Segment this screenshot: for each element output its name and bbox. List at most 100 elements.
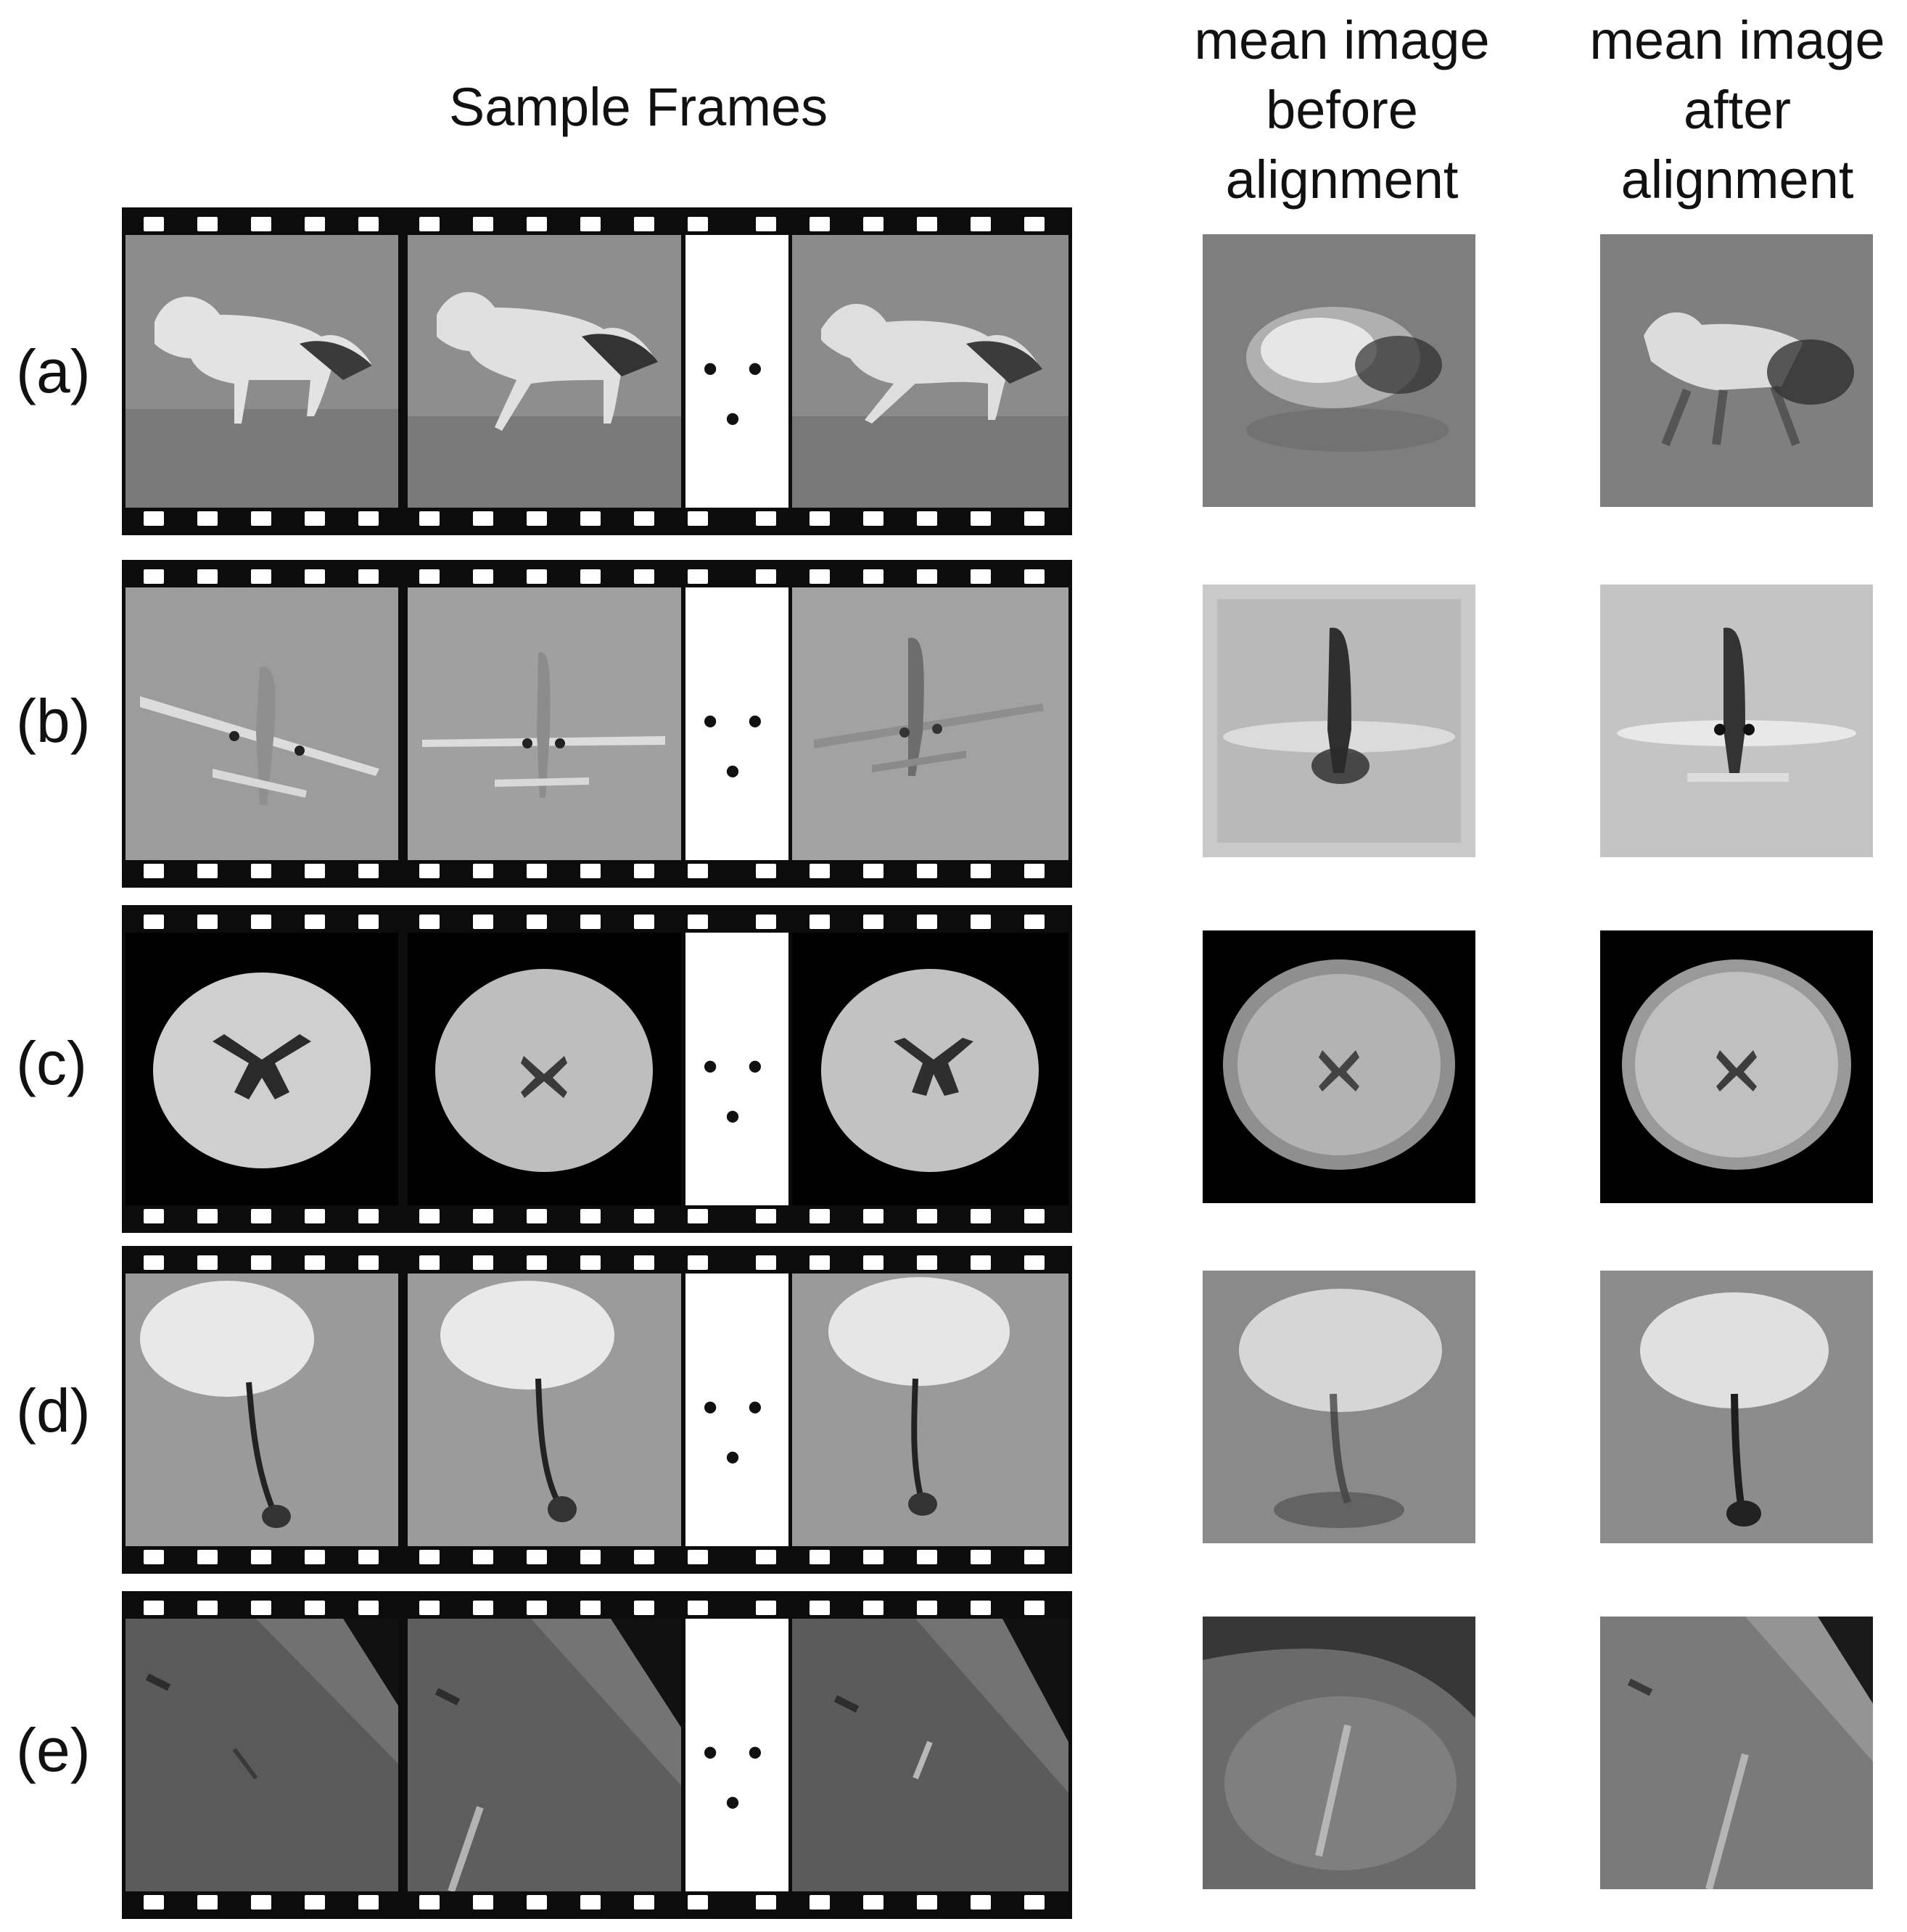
sprocket-hole	[473, 1550, 493, 1564]
sprocket-hole	[688, 511, 708, 526]
sprocket-hole	[863, 1601, 884, 1615]
sprocket-hole	[580, 511, 601, 526]
sprocket-hole	[634, 864, 654, 878]
sprocket-hole	[419, 511, 440, 526]
sprocket-hole	[863, 1550, 884, 1564]
sprocket-hole	[634, 915, 654, 929]
sprocket-hole	[527, 1209, 547, 1223]
frame-gap: • • •	[685, 235, 788, 508]
sprocket-hole	[419, 1601, 440, 1615]
sprocket-hole	[358, 915, 379, 929]
sprocket-hole	[688, 1895, 708, 1910]
film-strip-b: • • •	[122, 560, 1072, 888]
sprocket-hole	[144, 217, 164, 231]
sprocket-hole	[197, 1601, 218, 1615]
sprocket-hole	[971, 1895, 991, 1910]
sprocket-hole	[810, 217, 830, 231]
sprocket-hole	[917, 569, 937, 584]
sprocket-holes-bottom	[122, 1550, 1072, 1564]
sprocket-hole	[144, 1601, 164, 1615]
sprocket-hole	[863, 864, 884, 878]
sprocket-hole	[1024, 1209, 1045, 1223]
sprocket-hole	[144, 1895, 164, 1910]
sprocket-hole	[527, 569, 547, 584]
sprocket-hole	[358, 1895, 379, 1910]
sprocket-hole	[1024, 1550, 1045, 1564]
sprocket-hole	[688, 915, 708, 929]
sprocket-hole	[358, 1209, 379, 1223]
sprocket-hole	[917, 1601, 937, 1615]
sprocket-hole	[419, 217, 440, 231]
sprocket-hole	[756, 1255, 776, 1270]
sprocket-hole	[688, 1550, 708, 1564]
sprocket-hole	[580, 864, 601, 878]
sprocket-hole	[251, 1209, 271, 1223]
mean-after-title: mean image after alignment	[1589, 10, 1885, 210]
sprocket-hole	[197, 569, 218, 584]
sprocket-hole	[580, 217, 601, 231]
sprocket-hole	[580, 569, 601, 584]
sprocket-hole	[473, 511, 493, 526]
sprocket-hole	[419, 1255, 440, 1270]
sprocket-hole	[1024, 864, 1045, 878]
sprocket-hole	[419, 1895, 440, 1910]
sprocket-hole	[634, 511, 654, 526]
frame-3	[792, 933, 1068, 1205]
sprocket-hole	[527, 1895, 547, 1910]
sprocket-hole	[756, 915, 776, 929]
sprocket-hole	[580, 1550, 601, 1564]
sprocket-hole	[688, 569, 708, 584]
sprocket-hole	[688, 217, 708, 231]
sprocket-hole	[358, 1255, 379, 1270]
mean-before-c	[1203, 930, 1475, 1203]
frame-3	[792, 587, 1068, 860]
sprocket-hole	[634, 1601, 654, 1615]
sprocket-hole	[634, 1255, 654, 1270]
sprocket-hole	[144, 1255, 164, 1270]
sprocket-hole	[251, 1895, 271, 1910]
sprocket-hole	[688, 864, 708, 878]
sprocket-hole	[971, 1209, 991, 1223]
sprocket-hole	[971, 511, 991, 526]
sprocket-hole	[305, 569, 325, 584]
sprocket-hole	[305, 915, 325, 929]
sprocket-hole	[473, 864, 493, 878]
sprocket-hole	[756, 511, 776, 526]
frame-1	[125, 933, 398, 1205]
sprocket-hole	[810, 1601, 830, 1615]
mean-before-b	[1203, 585, 1475, 857]
sprocket-hole	[197, 864, 218, 878]
ellipsis: • • •	[702, 1042, 772, 1141]
sprocket-hole	[756, 864, 776, 878]
sprocket-hole	[688, 1255, 708, 1270]
sprocket-hole	[358, 1550, 379, 1564]
sprocket-hole	[971, 864, 991, 878]
sprocket-hole	[971, 915, 991, 929]
mean-before-e	[1203, 1617, 1475, 1889]
mean-after-e	[1600, 1617, 1873, 1889]
film-strip-e: • • •	[122, 1591, 1072, 1919]
sprocket-hole	[634, 569, 654, 584]
sprocket-hole	[810, 1550, 830, 1564]
sprocket-holes-top	[122, 569, 1072, 584]
row-label-d: (d)	[16, 1376, 91, 1445]
sprocket-hole	[917, 511, 937, 526]
sprocket-hole	[756, 217, 776, 231]
sprocket-hole	[580, 1255, 601, 1270]
sprocket-holes-bottom	[122, 511, 1072, 526]
sprocket-hole	[810, 1895, 830, 1910]
sprocket-hole	[634, 1895, 654, 1910]
sprocket-hole	[527, 1255, 547, 1270]
sprocket-hole	[473, 1209, 493, 1223]
sprocket-hole	[305, 1601, 325, 1615]
sprocket-hole	[917, 1550, 937, 1564]
sprocket-hole	[810, 915, 830, 929]
sprocket-hole	[305, 1550, 325, 1564]
sprocket-hole	[419, 1209, 440, 1223]
sprocket-hole	[197, 1255, 218, 1270]
sprocket-hole	[251, 915, 271, 929]
sprocket-hole	[473, 1601, 493, 1615]
frame-1	[125, 235, 398, 508]
sprocket-hole	[971, 1550, 991, 1564]
sprocket-hole	[580, 1209, 601, 1223]
